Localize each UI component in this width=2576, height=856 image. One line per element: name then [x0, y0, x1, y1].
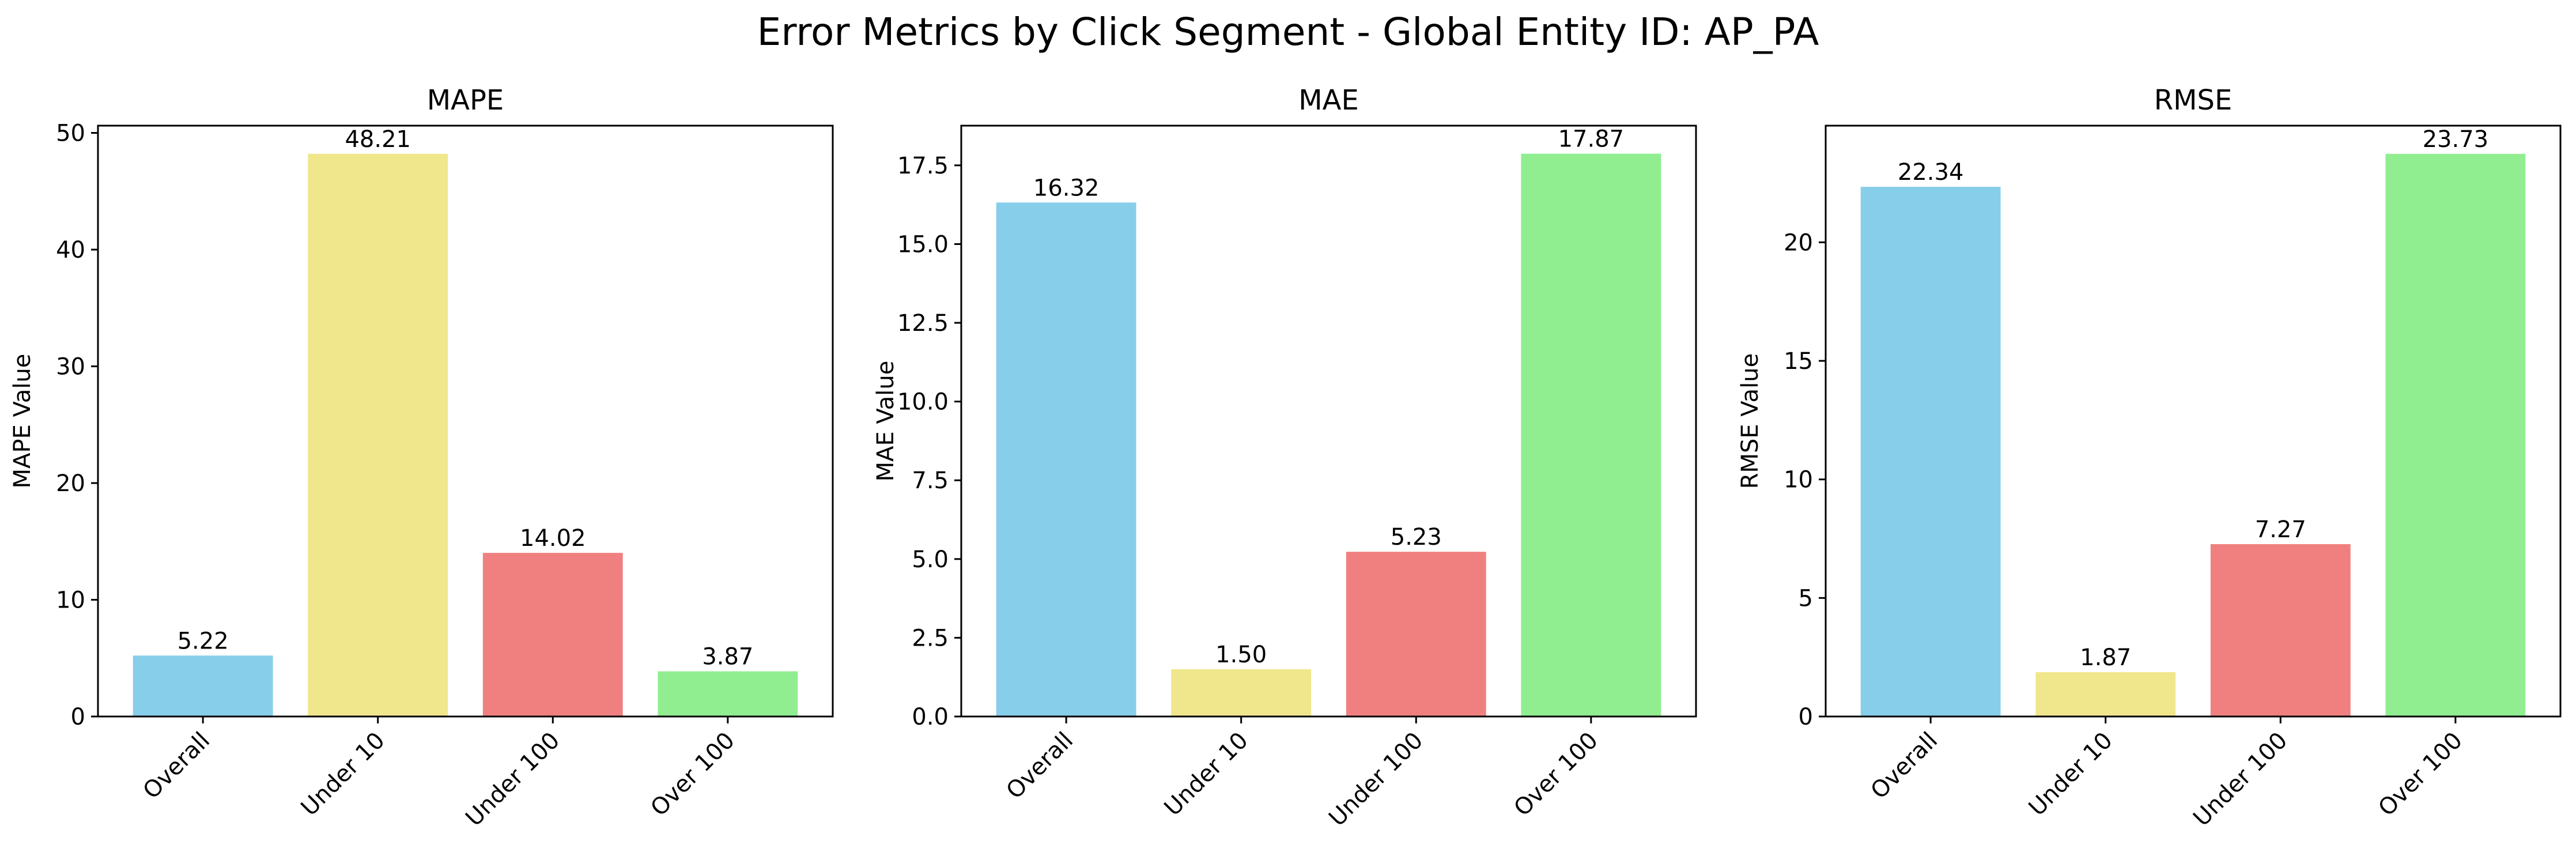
rmse-data-label: 22.34 [1898, 159, 1964, 186]
mae-y-tick-label: 5.0 [912, 546, 949, 573]
mae-axes-frame [960, 125, 1697, 718]
mae-y-tick-label: 10.0 [897, 389, 949, 416]
rmse-y-axis-label: RMSE Value [1737, 353, 1763, 489]
rmse-y-tick-label: 20 [1784, 229, 1813, 256]
mae-y-tick-label: 0.0 [912, 704, 949, 730]
rmse-bar [1860, 187, 2001, 717]
mape-y-tick-label: 10 [56, 587, 85, 614]
mape-y-tick-label: 40 [56, 237, 85, 263]
mae-data-label: 1.50 [1215, 642, 1267, 668]
mape-bar [133, 655, 273, 717]
mae-y-tick-label: 2.5 [912, 625, 949, 651]
mape-axes-frame [97, 125, 834, 718]
rmse-bar [2210, 544, 2351, 717]
rmse-panel-title: RMSE [2154, 84, 2233, 116]
mape-bar [482, 553, 623, 717]
mae-y-tick-label: 7.5 [912, 467, 949, 494]
mape-data-label: 3.87 [702, 644, 753, 670]
mae-bar [1521, 153, 1661, 717]
rmse-y-tick-label: 0 [1799, 704, 1813, 730]
mae-bar [1346, 552, 1486, 717]
mae-bar [996, 202, 1136, 717]
rmse-y-tick-label: 15 [1784, 348, 1813, 375]
rmse-bar [2035, 672, 2176, 717]
mae-data-label: 16.32 [1033, 175, 1100, 201]
rmse-y-tick-label: 10 [1784, 467, 1813, 493]
mape-panel-title: MAPE [427, 84, 504, 116]
mape-data-label: 5.22 [177, 628, 229, 654]
mape-data-label: 14.02 [520, 525, 586, 552]
mae-data-label: 17.87 [1558, 126, 1625, 153]
mape-bar [658, 671, 798, 717]
mape-data-label: 48.21 [345, 126, 411, 153]
mape-y-tick-label: 20 [56, 470, 85, 497]
mape-y-tick-label: 50 [56, 120, 85, 147]
mae-y-tick-label: 12.5 [897, 310, 949, 337]
mape-y-axis-label: MAPE Value [9, 354, 36, 489]
mae-y-tick-label: 17.5 [897, 153, 949, 179]
figure-suptitle: Error Metrics by Click Segment - Global … [757, 10, 1819, 54]
rmse-bar [2385, 153, 2526, 717]
mae-data-label: 5.23 [1391, 524, 1442, 550]
mape-bar [308, 153, 448, 717]
mape-y-tick-label: 0 [71, 704, 85, 730]
mae-y-axis-label: MAE Value [872, 361, 899, 482]
rmse-y-tick-label: 5 [1799, 585, 1813, 612]
rmse-data-label: 1.87 [2080, 644, 2131, 671]
rmse-data-label: 23.73 [2423, 126, 2489, 153]
mae-y-tick-label: 15.0 [897, 231, 949, 258]
mae-panel-title: MAE [1298, 84, 1359, 116]
rmse-data-label: 7.27 [2255, 516, 2306, 543]
rmse-axes-frame [1825, 125, 2562, 718]
mape-y-tick-label: 30 [56, 354, 85, 380]
mae-bar [1171, 669, 1312, 717]
